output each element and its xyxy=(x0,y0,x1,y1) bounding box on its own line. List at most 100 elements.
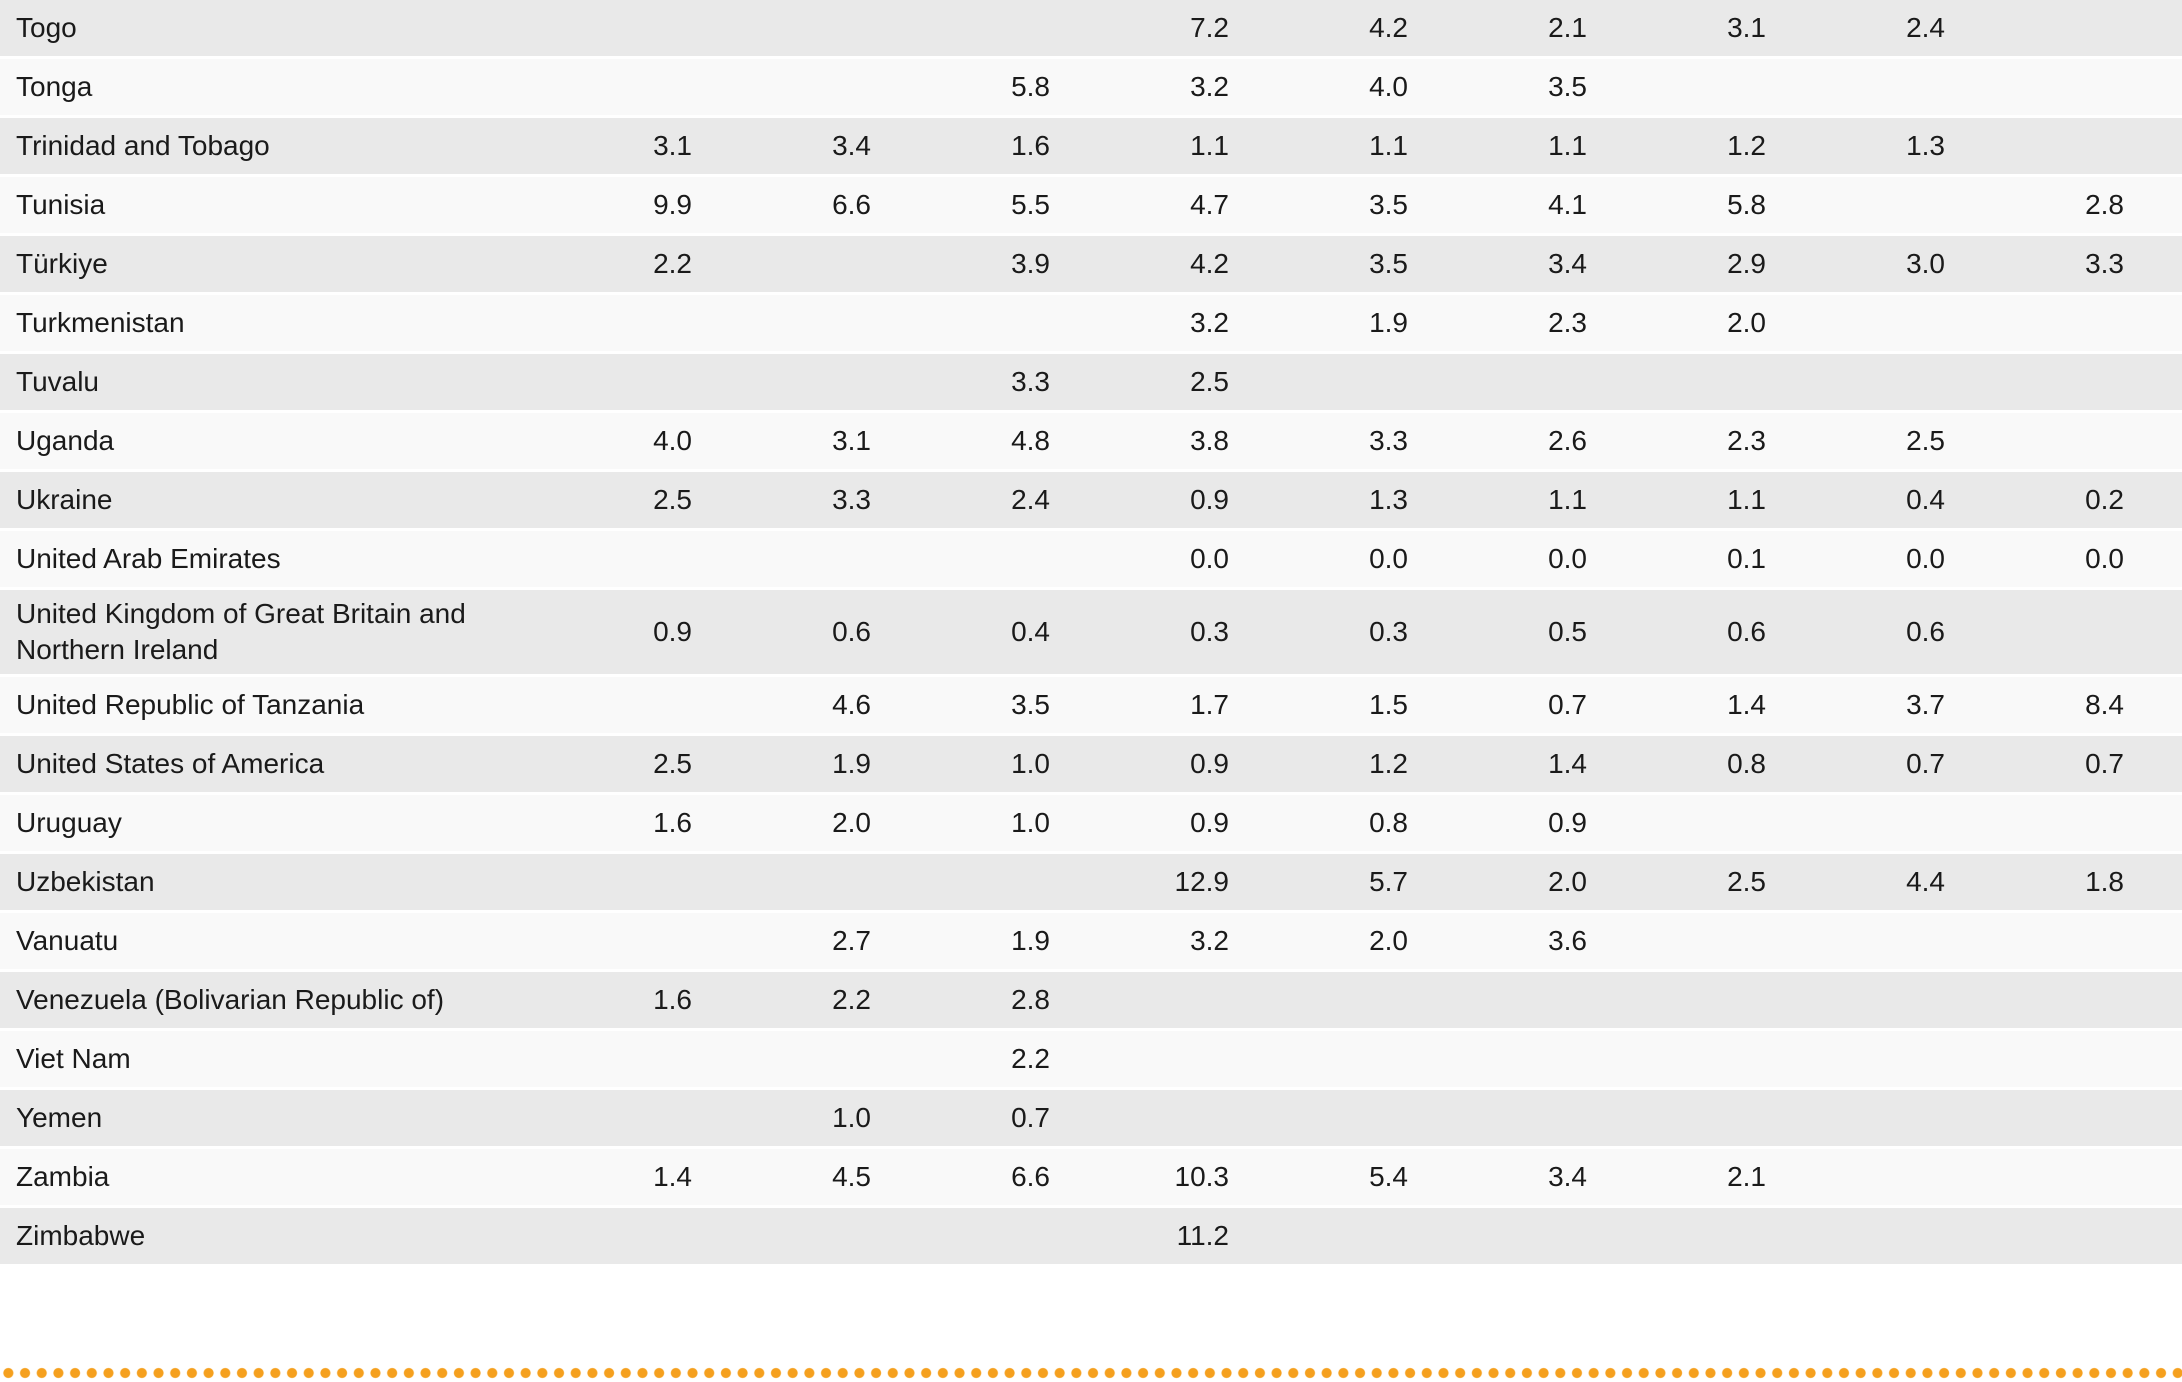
row-edge-spacer xyxy=(2124,59,2182,118)
table-row: Zambia 1.4 4.5 6.6 10.3 5.4 3.4 2.1 xyxy=(0,1149,2182,1208)
value-cell: 12.9 xyxy=(1050,854,1229,913)
value-cell: 3.5 xyxy=(1229,177,1408,236)
value-cell xyxy=(1229,354,1408,413)
value-cell: 1.6 xyxy=(513,972,692,1031)
value-cell: 0.6 xyxy=(1587,590,1766,677)
value-cell xyxy=(1945,354,2124,413)
value-cell xyxy=(1766,59,1945,118)
table-row: United Republic of Tanzania 4.6 3.5 1.7 1.5 0… xyxy=(0,677,2182,736)
value-cell: 5.8 xyxy=(871,59,1050,118)
row-edge-spacer xyxy=(2124,0,2182,59)
value-cell xyxy=(871,1208,1050,1267)
value-cell xyxy=(692,1031,871,1090)
value-cell: 1.2 xyxy=(1587,118,1766,177)
value-cell xyxy=(692,236,871,295)
country-name: United States of America xyxy=(0,736,513,795)
value-cell: 2.5 xyxy=(513,736,692,795)
value-cell: 1.1 xyxy=(1050,118,1229,177)
table-row: Türkiye 2.2 3.9 4.2 3.5 3.4 2.9 3.0 3.3 xyxy=(0,236,2182,295)
country-name: Vanuatu xyxy=(0,913,513,972)
value-cell: 2.4 xyxy=(871,472,1050,531)
value-cell xyxy=(1587,1208,1766,1267)
value-cell: 1.9 xyxy=(1229,295,1408,354)
row-edge-spacer xyxy=(2124,795,2182,854)
value-cell xyxy=(1587,913,1766,972)
value-cell xyxy=(692,354,871,413)
country-name: Ukraine xyxy=(0,472,513,531)
value-cell xyxy=(513,354,692,413)
value-cell xyxy=(1945,972,2124,1031)
value-cell: 2.8 xyxy=(871,972,1050,1031)
value-cell xyxy=(513,1208,692,1267)
value-cell: 0.0 xyxy=(1945,531,2124,590)
value-cell: 2.0 xyxy=(1408,854,1587,913)
country-name: Zimbabwe xyxy=(0,1208,513,1267)
value-cell: 1.9 xyxy=(692,736,871,795)
value-cell xyxy=(1408,972,1587,1031)
value-cell: 2.3 xyxy=(1408,295,1587,354)
value-cell: 2.0 xyxy=(1229,913,1408,972)
value-cell: 4.4 xyxy=(1766,854,1945,913)
value-cell: 0.9 xyxy=(1050,795,1229,854)
value-cell: 3.5 xyxy=(1229,236,1408,295)
value-cell: 0.8 xyxy=(1229,795,1408,854)
value-cell: 2.3 xyxy=(1587,413,1766,472)
value-cell: 6.6 xyxy=(871,1149,1050,1208)
value-cell: 2.0 xyxy=(1587,295,1766,354)
value-cell: 3.4 xyxy=(1408,236,1587,295)
value-cell: 10.3 xyxy=(1050,1149,1229,1208)
value-cell xyxy=(513,854,692,913)
value-cell: 0.6 xyxy=(1766,590,1945,677)
value-cell xyxy=(1945,913,2124,972)
value-cell xyxy=(871,0,1050,59)
value-cell: 2.8 xyxy=(1945,177,2124,236)
value-cell xyxy=(1945,1090,2124,1149)
value-cell: 0.2 xyxy=(1945,472,2124,531)
value-cell: 1.2 xyxy=(1229,736,1408,795)
value-cell: 11.2 xyxy=(1050,1208,1229,1267)
value-cell xyxy=(513,531,692,590)
country-name: Trinidad and Tobago xyxy=(0,118,513,177)
value-cell: 1.1 xyxy=(1229,118,1408,177)
value-cell: 1.8 xyxy=(1945,854,2124,913)
row-edge-spacer xyxy=(2124,118,2182,177)
value-cell xyxy=(1766,913,1945,972)
value-cell: 3.1 xyxy=(1587,0,1766,59)
value-cell xyxy=(871,854,1050,913)
value-cell: 3.6 xyxy=(1408,913,1587,972)
row-edge-spacer xyxy=(2124,413,2182,472)
value-cell xyxy=(1766,1031,1945,1090)
row-edge-spacer xyxy=(2124,177,2182,236)
value-cell xyxy=(1945,59,2124,118)
row-edge-spacer xyxy=(2124,236,2182,295)
value-cell: 2.6 xyxy=(1408,413,1587,472)
value-cell xyxy=(1408,354,1587,413)
value-cell: 3.2 xyxy=(1050,295,1229,354)
value-cell: 3.0 xyxy=(1766,236,1945,295)
value-cell xyxy=(1229,1031,1408,1090)
country-name: Yemen xyxy=(0,1090,513,1149)
value-cell: 2.5 xyxy=(1587,854,1766,913)
value-cell: 3.4 xyxy=(692,118,871,177)
value-cell: 1.0 xyxy=(692,1090,871,1149)
value-cell: 5.7 xyxy=(1229,854,1408,913)
country-name: Zambia xyxy=(0,1149,513,1208)
country-name: Viet Nam xyxy=(0,1031,513,1090)
value-cell xyxy=(692,59,871,118)
country-name: Tuvalu xyxy=(0,354,513,413)
value-cell xyxy=(1945,795,2124,854)
table-row: Tonga 5.8 3.2 4.0 3.5 xyxy=(0,59,2182,118)
table-row: Togo 7.2 4.2 2.1 3.1 2.4 xyxy=(0,0,2182,59)
value-cell: 3.4 xyxy=(1408,1149,1587,1208)
value-cell: 9.9 xyxy=(513,177,692,236)
table-row: Tuvalu 3.3 2.5 xyxy=(0,354,2182,413)
value-cell: 3.1 xyxy=(692,413,871,472)
row-edge-spacer xyxy=(2124,531,2182,590)
country-name: Tunisia xyxy=(0,177,513,236)
value-cell: 5.5 xyxy=(871,177,1050,236)
value-cell: 2.7 xyxy=(692,913,871,972)
value-cell xyxy=(1050,1090,1229,1149)
table-row: Trinidad and Tobago 3.1 3.4 1.6 1.1 1.1 1.1 1.2… xyxy=(0,118,2182,177)
value-cell: 0.1 xyxy=(1587,531,1766,590)
